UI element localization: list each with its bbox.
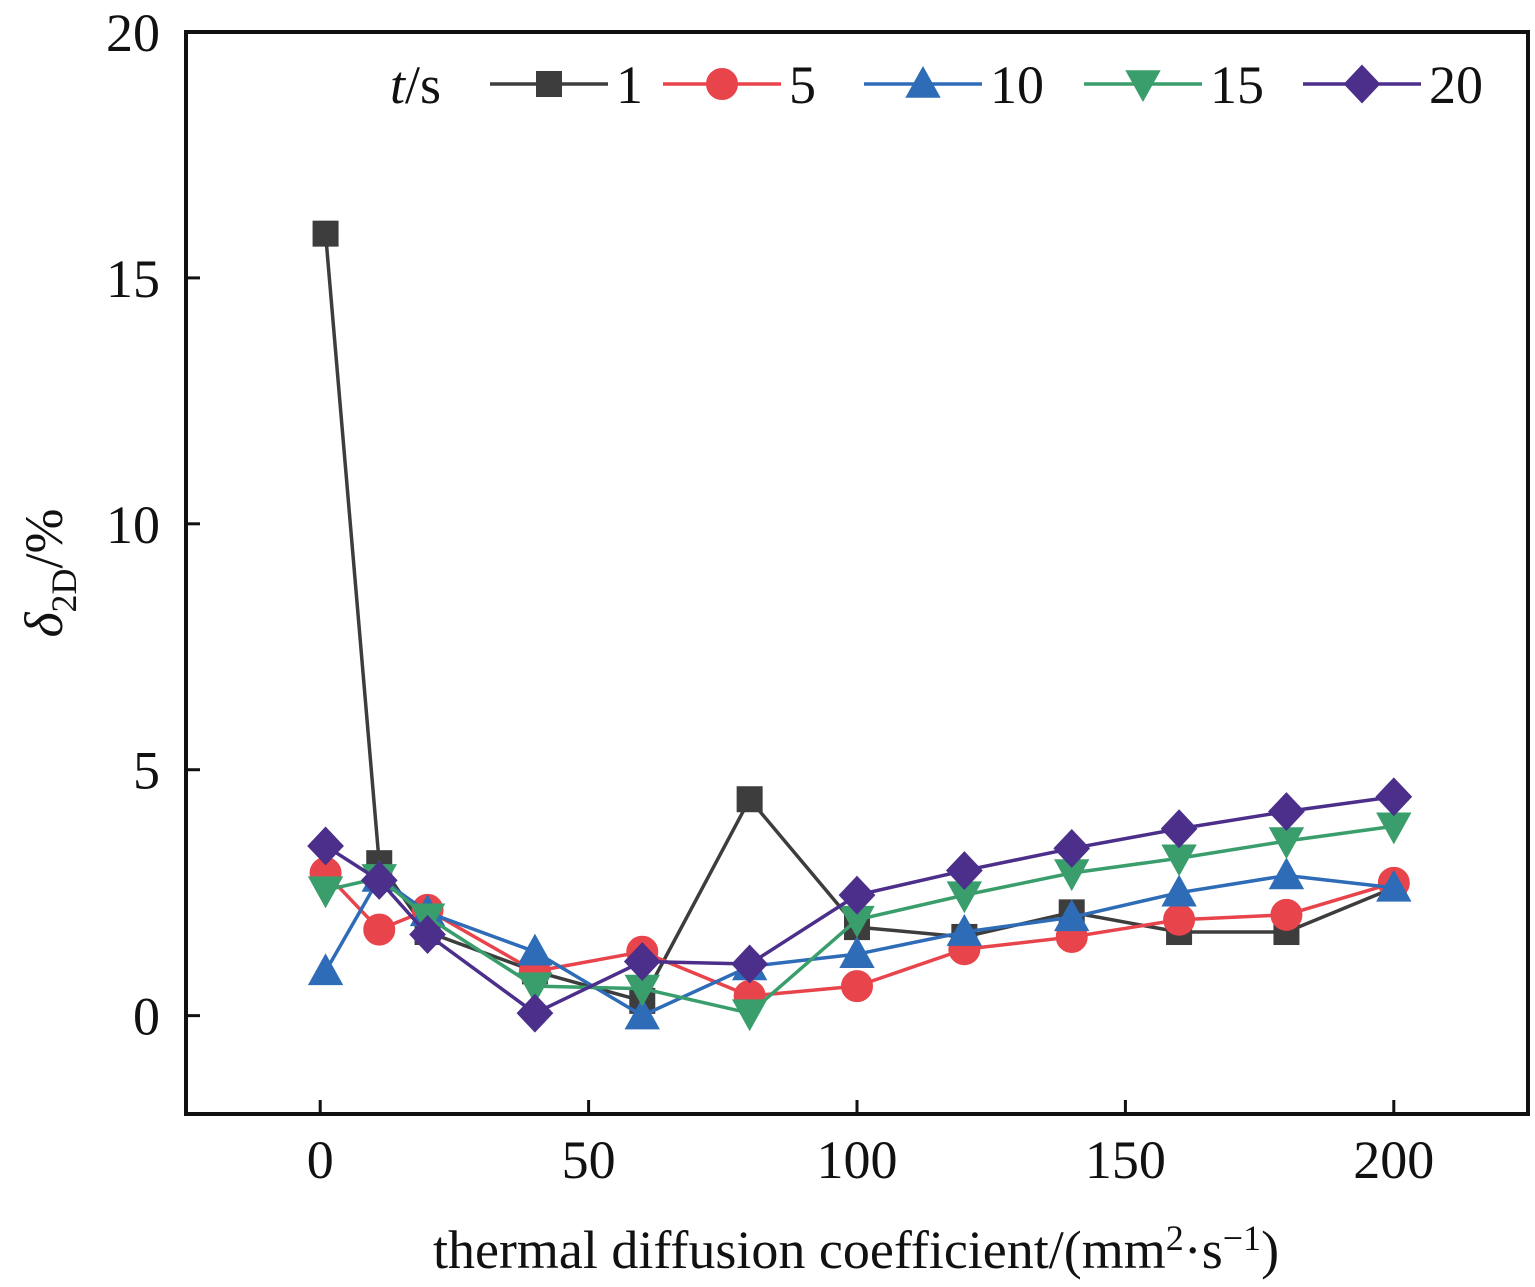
data-point-1	[736, 786, 763, 813]
legend-title: t/s	[390, 55, 441, 115]
legend-marker	[536, 71, 562, 97]
legend-marker	[1343, 64, 1381, 104]
data-point-20	[1160, 809, 1198, 849]
data-point-5	[1270, 898, 1303, 931]
legend-label: 1	[616, 55, 643, 115]
data-point-10	[1161, 874, 1197, 907]
data-point-10	[307, 953, 344, 986]
y-tick-label: 20	[106, 3, 160, 63]
data-point-20	[623, 942, 661, 981]
data-point-20	[1053, 828, 1091, 868]
legend-label: 5	[789, 55, 816, 115]
data-point-20	[945, 851, 983, 891]
data-point-20	[516, 993, 554, 1033]
x-tick-label: 100	[817, 1130, 898, 1190]
legend-label: 15	[1210, 55, 1264, 115]
x-tick-label: 50	[562, 1130, 616, 1190]
legend: t/s 1 5 10 15 20	[390, 55, 1483, 115]
legend-marker	[1125, 70, 1161, 103]
legend-entry-5: 5	[663, 55, 816, 115]
data-point-15	[307, 876, 344, 909]
data-point-1	[312, 220, 339, 247]
y-tick-label: 10	[106, 495, 160, 555]
y-tick-label: 5	[133, 741, 160, 801]
legend-entry-15: 15	[1084, 55, 1264, 115]
legend-label: 20	[1429, 55, 1483, 115]
legend-marker	[706, 68, 738, 100]
series-20	[307, 777, 1413, 1033]
data-point-10	[1376, 869, 1412, 902]
data-point-20	[1375, 777, 1413, 817]
data-point-10	[1268, 857, 1305, 890]
data-point-20	[731, 944, 769, 984]
data-point-5	[363, 913, 396, 946]
x-tick-label: 0	[307, 1130, 334, 1190]
data-point-10	[517, 933, 553, 966]
data-point-10	[946, 913, 983, 946]
data-point-20	[838, 875, 876, 915]
data-point-10	[839, 936, 875, 968]
data-point-5	[1163, 903, 1196, 936]
x-tick-label: 200	[1353, 1130, 1434, 1190]
data-point-20	[307, 826, 344, 866]
data-point-5	[841, 970, 873, 1003]
series-layer	[307, 220, 1413, 1033]
data-point-10	[1054, 899, 1090, 932]
data-point-20	[1268, 792, 1305, 831]
data-point-20	[409, 915, 446, 954]
x-tick-label: 150	[1085, 1130, 1166, 1190]
y-tick-label: 0	[133, 987, 160, 1047]
data-point-20	[360, 860, 398, 900]
y-axis-title: δ2D/%	[14, 508, 84, 637]
data-point-10	[624, 997, 660, 1030]
legend-label: 10	[990, 55, 1044, 115]
legend-marker	[905, 65, 941, 98]
x-axis-title: thermal diffusion coefficient/(mm2·s−1)	[433, 1218, 1279, 1280]
legend-entry-10: 10	[864, 55, 1044, 115]
data-point-15	[731, 999, 768, 1032]
legend-entry-20: 20	[1303, 55, 1483, 115]
legend-entry-1: 1	[490, 55, 643, 115]
data-point-15	[517, 972, 553, 1005]
y-tick-label: 15	[106, 249, 160, 309]
